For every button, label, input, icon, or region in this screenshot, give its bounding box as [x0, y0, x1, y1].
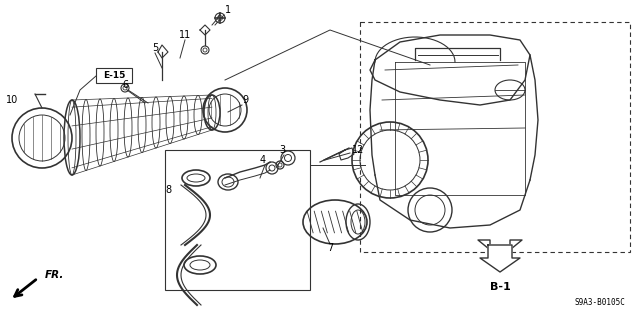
- Bar: [165, 150, 310, 290]
- Text: 12: 12: [352, 145, 364, 155]
- Text: 11: 11: [179, 30, 191, 40]
- Text: FR.: FR.: [45, 270, 65, 280]
- Text: S9A3-B0105C: S9A3-B0105C: [574, 298, 625, 307]
- Text: 6: 6: [122, 80, 128, 90]
- Polygon shape: [480, 245, 520, 272]
- Text: 1: 1: [225, 5, 231, 15]
- Text: 4: 4: [260, 155, 266, 165]
- Text: E-15: E-15: [103, 71, 125, 80]
- Bar: [360, 22, 630, 252]
- Text: 5: 5: [152, 43, 158, 53]
- Text: 3: 3: [279, 145, 285, 155]
- Text: 8: 8: [165, 185, 171, 195]
- Text: 9: 9: [242, 95, 248, 105]
- Text: B-1: B-1: [490, 282, 510, 292]
- Text: 10: 10: [6, 95, 18, 105]
- Text: 7: 7: [327, 243, 333, 253]
